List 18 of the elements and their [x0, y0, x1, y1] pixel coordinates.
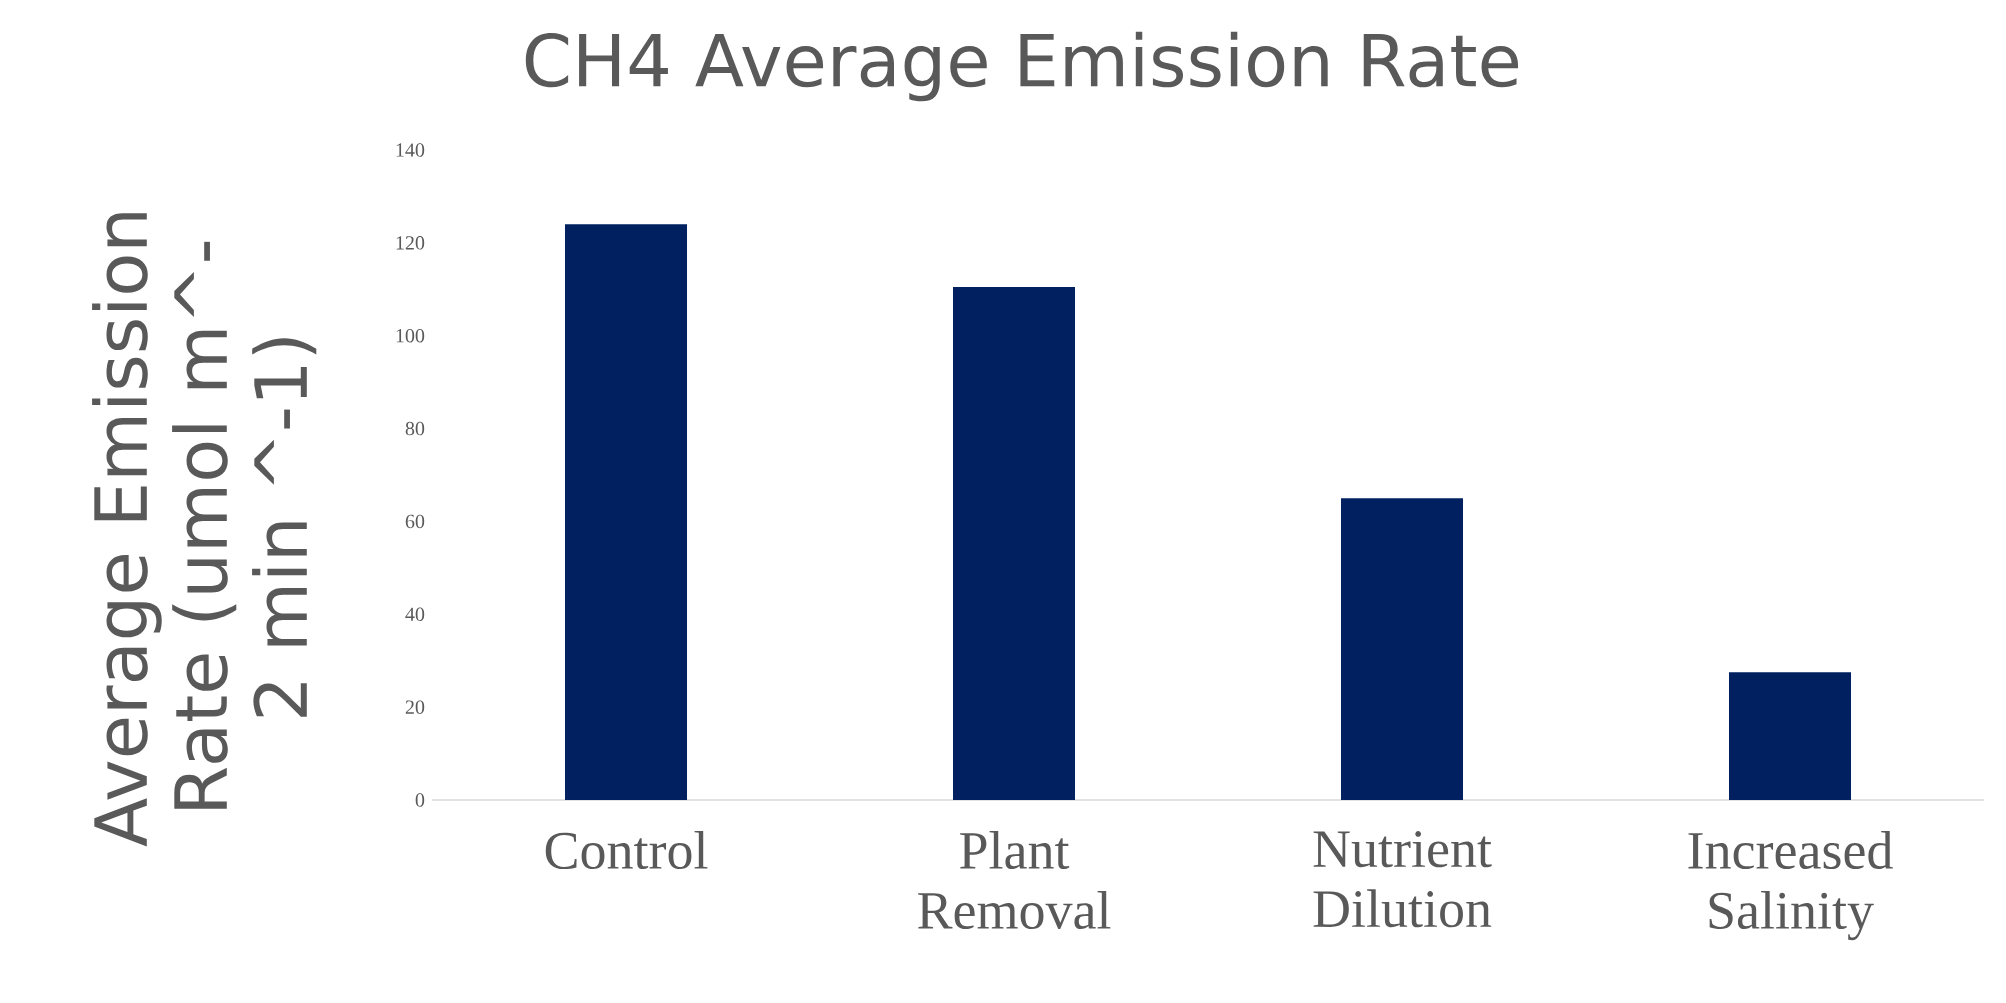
x-tick-label: Plant Removal: [918, 831, 1111, 930]
x-tick-label: Increased Salinity: [1688, 831, 1893, 941]
y-tick-label: 20: [405, 700, 425, 714]
bar: [565, 224, 688, 800]
y-tick-label: 40: [405, 607, 425, 622]
y-tick-label: 60: [405, 514, 425, 529]
y-tick-label: 80: [405, 421, 425, 436]
x-tick-label: Control: [545, 831, 708, 870]
y-tick-label: 120: [396, 236, 425, 250]
x-tick-label: Nutrient Dilution: [1313, 831, 1492, 928]
bar: [1729, 672, 1852, 800]
bar: [1341, 498, 1463, 800]
y-tick-label: 140: [396, 143, 425, 157]
chart-title: CH4 Average Emission Rate: [525, 31, 1519, 102]
bar: [953, 286, 1075, 800]
y-axis-title: Average Emission Rate (umol m^-2 min ^-1): [92, 213, 317, 847]
y-tick-label: 0: [415, 793, 425, 807]
y-tick-label: 100: [396, 328, 425, 343]
